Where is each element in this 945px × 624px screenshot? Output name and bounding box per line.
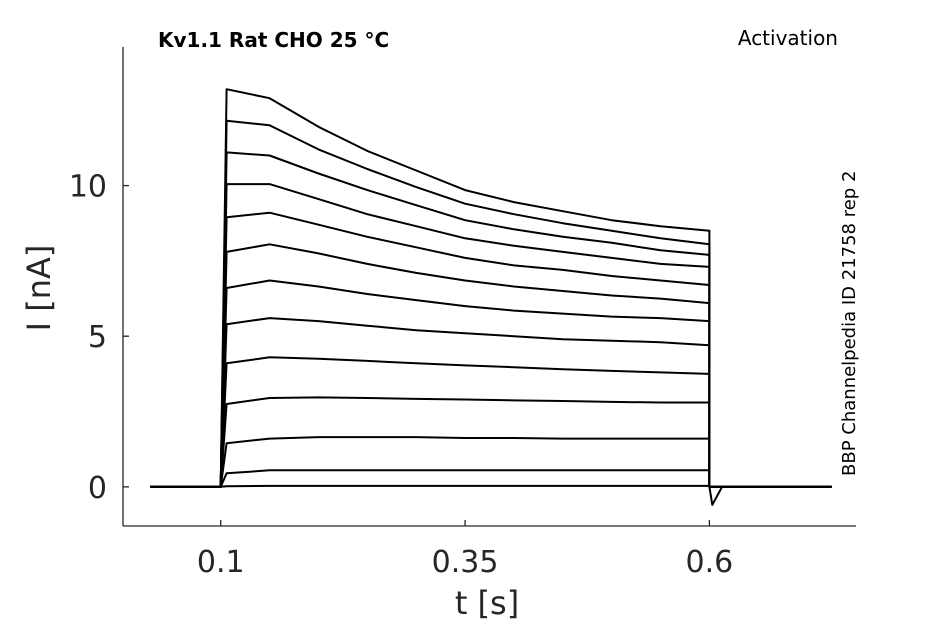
x-tick-label: 0.1: [197, 545, 245, 580]
current-trace: [150, 119, 832, 488]
current-trace: [150, 243, 832, 488]
y-ticks: 0 5 10: [69, 170, 129, 506]
current-trace: [150, 396, 832, 488]
protocol-label: Activation: [738, 26, 838, 50]
current-trace: [150, 317, 832, 488]
current-trace: [150, 279, 832, 488]
current-trace: [150, 356, 832, 488]
y-tick-label: 0: [88, 471, 107, 506]
y-axis-label: I [nA]: [20, 245, 58, 332]
x-tick-label: 0.6: [686, 545, 734, 580]
current-trace: [150, 88, 832, 506]
x-ticks: 0.1 0.35 0.6: [197, 520, 733, 580]
source-label: BBP Channelpedia ID 21758 rep 2: [839, 171, 860, 476]
current-trace: [150, 436, 832, 488]
y-tick-label: 10: [69, 170, 107, 205]
chart-title: Kv1.1 Rat CHO 25 °C: [158, 28, 389, 52]
current-trace: [150, 183, 832, 488]
x-tick-label: 0.35: [432, 545, 499, 580]
current-trace: [150, 484, 832, 488]
x-axis-label: t [s]: [455, 584, 519, 622]
current-trace: [150, 211, 832, 488]
current-trace: [150, 469, 832, 488]
current-trace: [150, 151, 832, 488]
traces: [150, 88, 832, 506]
y-tick-label: 5: [88, 320, 107, 355]
